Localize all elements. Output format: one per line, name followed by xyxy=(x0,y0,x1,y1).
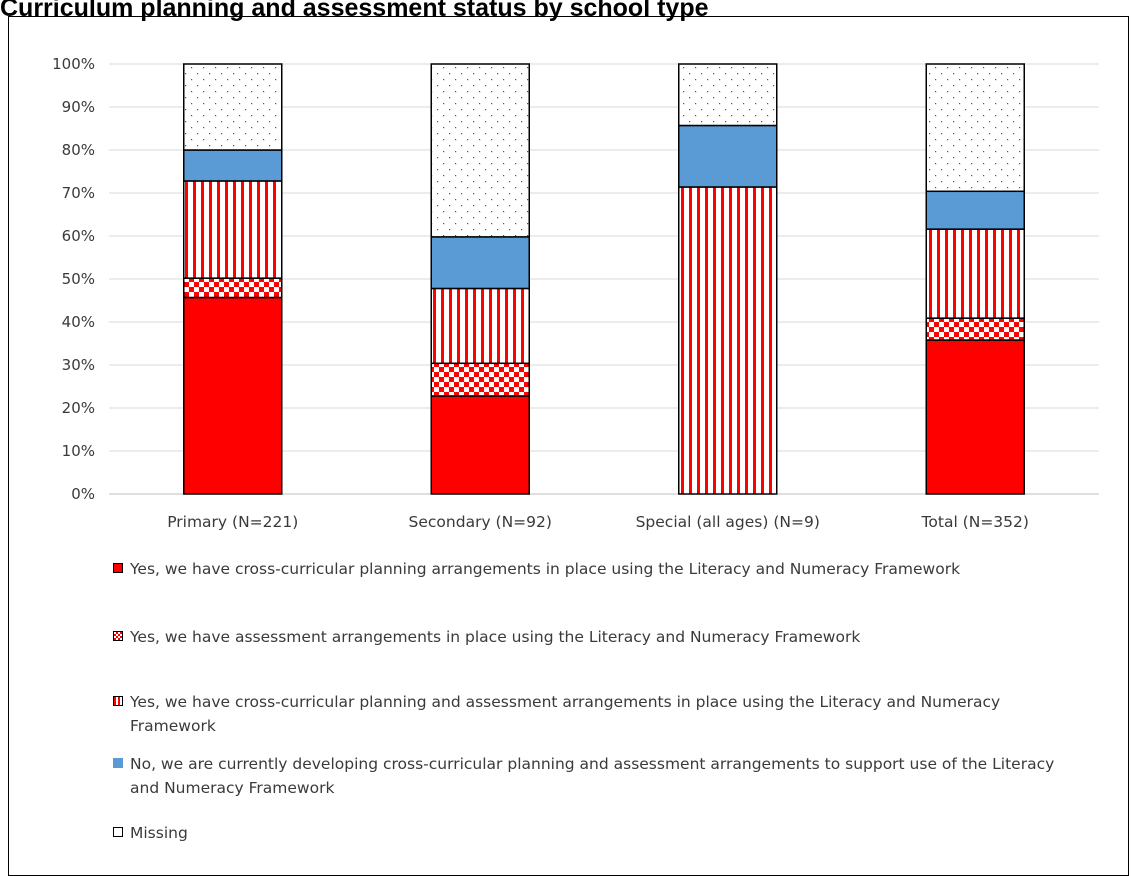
legend-label: Yes, we have cross-curricular planning a… xyxy=(130,560,961,578)
y-tick-label: 50% xyxy=(62,270,95,288)
y-tick-label: 70% xyxy=(62,184,95,202)
y-tick-label: 90% xyxy=(62,98,95,116)
bar-segment xyxy=(925,317,1025,341)
bar-segment xyxy=(430,362,530,397)
bar-segment xyxy=(678,124,778,188)
legend-item-planning-and-assessment: Yes, we have cross-curricular planning a… xyxy=(113,690,1073,738)
bar-segment xyxy=(925,63,1025,193)
y-tick-label: 60% xyxy=(62,227,95,245)
bar-segment xyxy=(925,190,1025,230)
bar-segment xyxy=(183,277,283,299)
x-category-label: Total (N=352) xyxy=(921,513,1029,531)
bar-segment xyxy=(183,296,283,495)
y-tick-label: 80% xyxy=(62,141,95,159)
legend-swatch-stripes-red xyxy=(113,696,123,706)
y-tick-label: 10% xyxy=(62,442,95,460)
bar-segment xyxy=(678,63,778,127)
bars xyxy=(183,63,1025,495)
legend-item-developing: No, we are currently developing cross-cu… xyxy=(113,752,1073,800)
bar-segment xyxy=(183,149,283,182)
legend-item-assessment: Yes, we have assessment arrangements in … xyxy=(113,625,1073,649)
x-category-label: Primary (N=221) xyxy=(167,513,298,531)
bar-segment xyxy=(430,63,530,238)
bar-segment xyxy=(430,287,530,365)
legend-swatch-solid-red xyxy=(113,563,123,573)
legend-item-planning: Yes, we have cross-curricular planning a… xyxy=(113,557,1073,581)
x-axis-category-labels: Primary (N=221) Secondary (N=92) Special (… xyxy=(167,513,1029,531)
x-category-label: Secondary (N=92) xyxy=(409,513,552,531)
bar-segment xyxy=(678,186,778,495)
legend-swatch-missing xyxy=(113,827,123,837)
y-tick-label: 30% xyxy=(62,356,95,374)
y-tick-label: 100% xyxy=(52,55,95,73)
legend-label: No, we are currently developing cross-cu… xyxy=(130,755,1055,797)
x-category-label: Special (all ages) (N=9) xyxy=(636,513,820,531)
bar-segment xyxy=(183,63,283,151)
bar-segment xyxy=(430,236,530,290)
legend-label: Missing xyxy=(130,824,188,842)
y-tick-label: 40% xyxy=(62,313,95,331)
legend-swatch-checker-red xyxy=(113,631,123,641)
y-tick-label: 0% xyxy=(71,485,95,503)
legend-swatch-blue xyxy=(113,758,123,768)
y-axis-tick-labels: 0% 10% 20% 30% 40% 50% 60% 70% 80% 90% 100% xyxy=(52,55,95,503)
bar-segment xyxy=(925,228,1025,319)
bar-segment xyxy=(430,395,530,495)
bar-segment xyxy=(925,339,1025,495)
legend-item-missing: Missing xyxy=(113,821,1073,845)
chart-frame: 0% 10% 20% 30% 40% 50% 60% 70% 80% 90% 100% Primar… xyxy=(8,16,1129,876)
y-tick-label: 20% xyxy=(62,399,95,417)
bar-segment xyxy=(183,180,283,279)
stacked-bar-chart: 0% 10% 20% 30% 40% 50% 60% 70% 80% 90% 100% Primar… xyxy=(52,55,1099,531)
legend-label: Yes, we have cross-curricular planning a… xyxy=(130,693,1001,735)
legend-label: Yes, we have assessment arrangements in … xyxy=(130,628,861,646)
